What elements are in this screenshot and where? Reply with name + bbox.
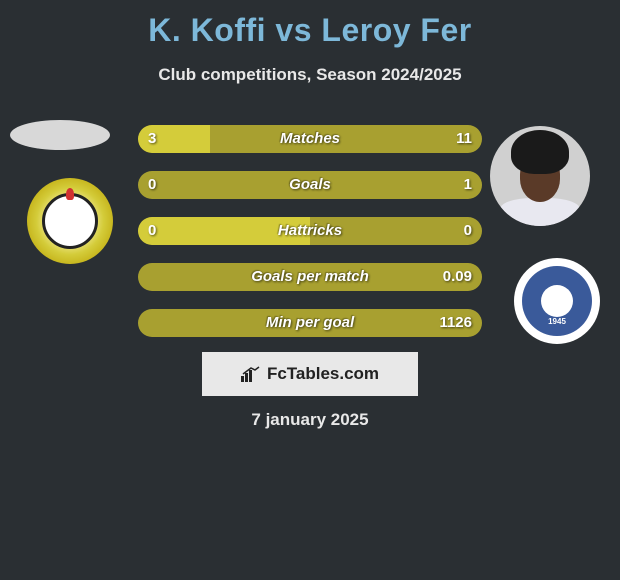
stat-label: Min per goal [138,309,482,337]
stats-bars: 3Matches110Goals10Hattricks0Goals per ma… [138,125,482,355]
subtitle: Club competitions, Season 2024/2025 [0,65,620,85]
stat-label: Goals [138,171,482,199]
player-left-avatar [10,120,110,150]
stat-bar: Goals per match0.09 [138,263,482,291]
watermark-text: FcTables.com [267,364,379,384]
stat-value-right: 1 [464,171,472,199]
stat-bar: 0Goals1 [138,171,482,199]
player-right-avatar [490,126,590,226]
stat-value-right: 1126 [439,309,472,337]
stat-bar: 0Hattricks0 [138,217,482,245]
avatar-hair [511,130,569,174]
stat-value-right: 11 [456,125,472,153]
chart-icon [241,366,261,382]
ball-icon [541,285,573,317]
club-badge-inner: 1945 [522,266,592,336]
stat-label: Matches [138,125,482,153]
stat-label: Goals per match [138,263,482,291]
club-badge-inner [42,193,98,249]
club-badge-year: 1945 [522,317,592,326]
stat-bar: 3Matches11 [138,125,482,153]
page-title: K. Koffi vs Leroy Fer [0,0,620,49]
flame-icon [66,188,74,200]
stat-bar: Min per goal1126 [138,309,482,337]
stat-value-right: 0.09 [443,263,472,291]
stat-value-right: 0 [464,217,472,245]
avatar-shirt [500,198,580,226]
date-label: 7 january 2025 [0,410,620,430]
watermark: FcTables.com [202,352,418,396]
player-right-club-badge: 1945 [514,258,600,344]
player-left-club-badge [27,178,113,264]
stat-label: Hattricks [138,217,482,245]
